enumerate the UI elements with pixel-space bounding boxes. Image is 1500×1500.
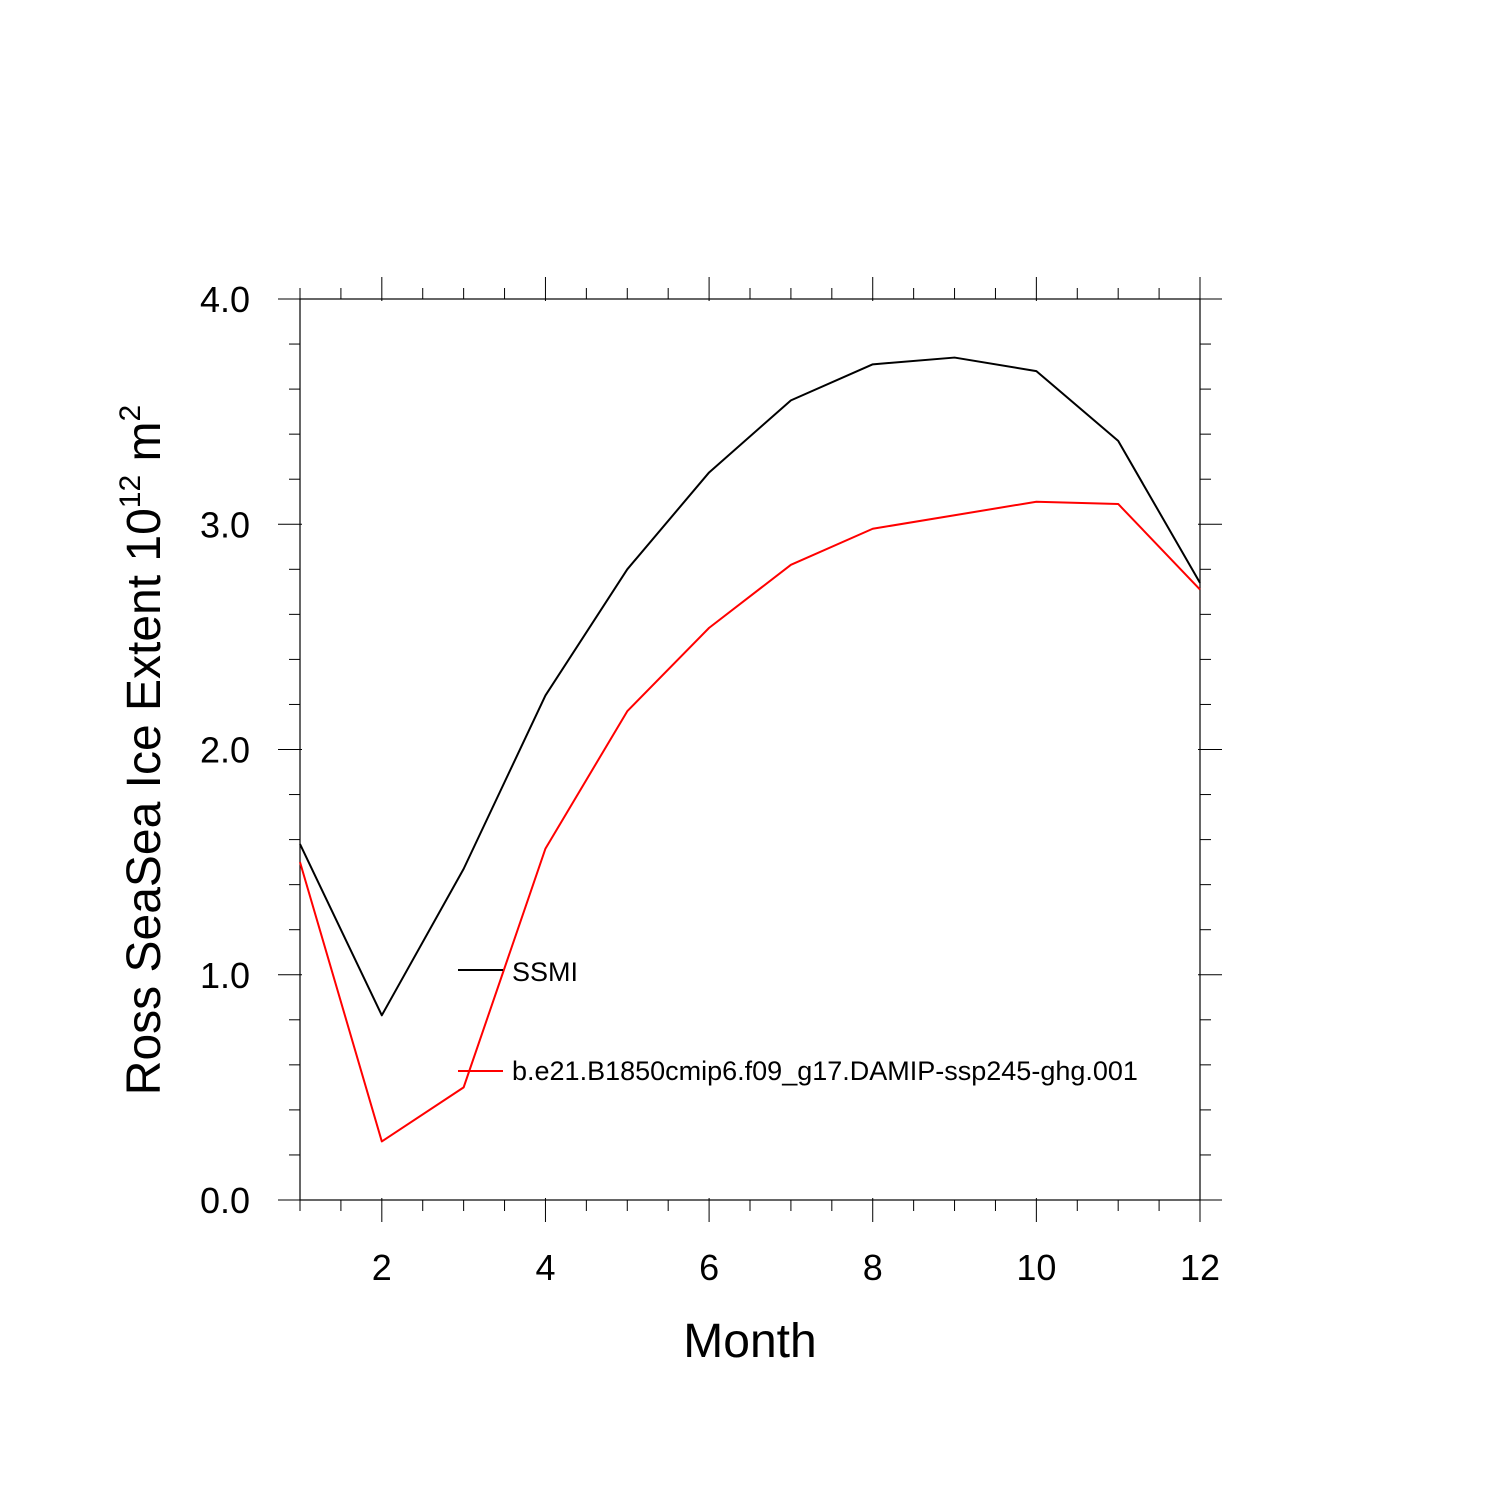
y-axis-label-exponent: 12 [114,475,147,508]
x-tick-label: 2 [372,1247,392,1288]
tick-labels: 2 4 6 8 10 12 0.0 1.0 2.0 3.0 4.0 [200,279,1220,1288]
x-tick-label: 12 [1180,1247,1220,1288]
legend-label-model: b.e21.B1850cmip6.f09_g17.DAMIP-ssp245-gh… [512,1056,1138,1086]
y-axis-label-unit: m [118,421,171,474]
series-line-model [299,500,1201,1143]
y-tick-label: 4.0 [200,279,250,320]
x-tick-label: 6 [699,1247,719,1288]
x-tick-label: 8 [863,1247,883,1288]
x-axis-label: Month [683,1315,816,1368]
y-tick-label: 0.0 [200,1180,250,1221]
series-lines [299,356,1201,1143]
y-axis-label-main: Ross SeaSea Ice Extent 10 [118,508,171,1095]
y-axis-label-unit-exponent: 2 [114,405,147,422]
y-tick-label: 2.0 [200,730,250,771]
y-axis-label: Ross SeaSea Ice Extent 1012 m2 [114,405,171,1095]
axis-ticks [278,277,1222,1222]
legend-label-ssmi: SSMI [512,957,578,987]
x-tick-label: 4 [535,1247,555,1288]
y-tick-label: 1.0 [200,955,250,996]
series-line-ssmi [299,356,1201,1017]
x-tick-label: 10 [1016,1247,1056,1288]
legend: SSMI b.e21.B1850cmip6.f09_g17.DAMIP-ssp2… [458,957,1138,1086]
y-tick-label: 3.0 [200,504,250,545]
